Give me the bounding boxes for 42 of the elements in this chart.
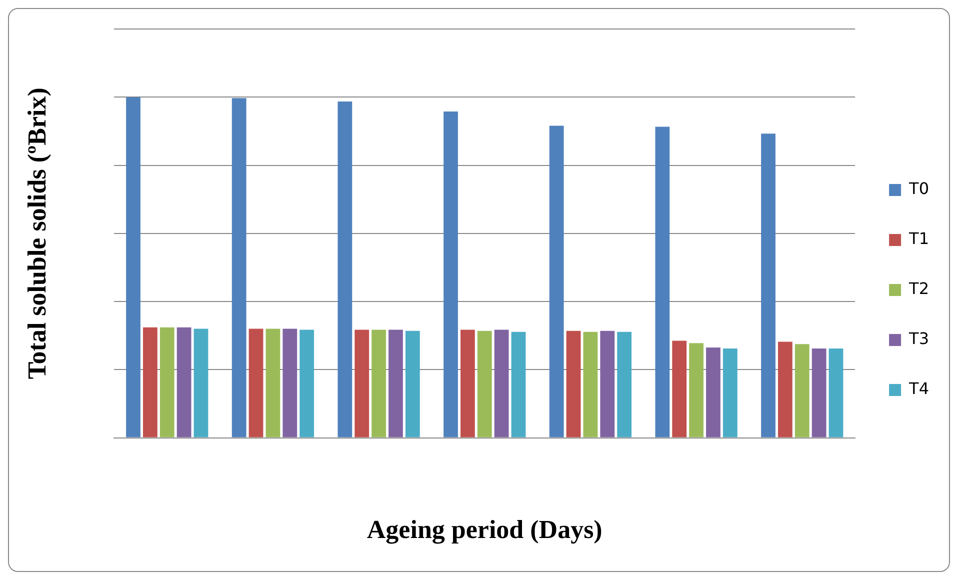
bar	[778, 342, 792, 438]
bar	[388, 330, 403, 438]
bar	[672, 340, 687, 438]
bar	[338, 102, 352, 438]
bar	[160, 327, 174, 438]
bar	[194, 328, 208, 438]
bar	[142, 327, 158, 438]
bar	[477, 330, 492, 438]
bar	[794, 344, 810, 438]
bar	[761, 134, 776, 438]
legend-label: T2	[908, 279, 929, 298]
legend-label: T0	[908, 179, 929, 198]
y-axis-title: Total soluble solids (ºBrix)	[22, 88, 52, 380]
legend-label: T4	[908, 379, 929, 398]
bar	[566, 330, 581, 438]
bar	[248, 328, 264, 438]
bar	[549, 126, 564, 438]
bar	[722, 348, 738, 438]
bar	[812, 348, 826, 438]
bar	[300, 330, 314, 438]
bar	[444, 111, 458, 438]
legend-label: T3	[908, 329, 929, 348]
bar	[828, 348, 844, 438]
legend-label: T1	[908, 229, 929, 248]
bar	[655, 126, 670, 438]
bar	[511, 332, 526, 438]
bar	[266, 328, 280, 438]
bar	[176, 327, 192, 438]
x-axis-title: Ageing period (Days)	[366, 515, 602, 544]
bar	[372, 330, 386, 438]
bar	[354, 330, 370, 438]
bar	[600, 330, 615, 438]
bar	[282, 328, 298, 438]
bar	[494, 330, 509, 438]
bar	[405, 330, 420, 438]
bar	[232, 98, 246, 438]
bar	[583, 332, 598, 438]
bar	[460, 330, 475, 438]
bar	[126, 97, 140, 438]
bar	[617, 332, 632, 438]
bar	[706, 348, 720, 438]
bar	[689, 343, 704, 438]
